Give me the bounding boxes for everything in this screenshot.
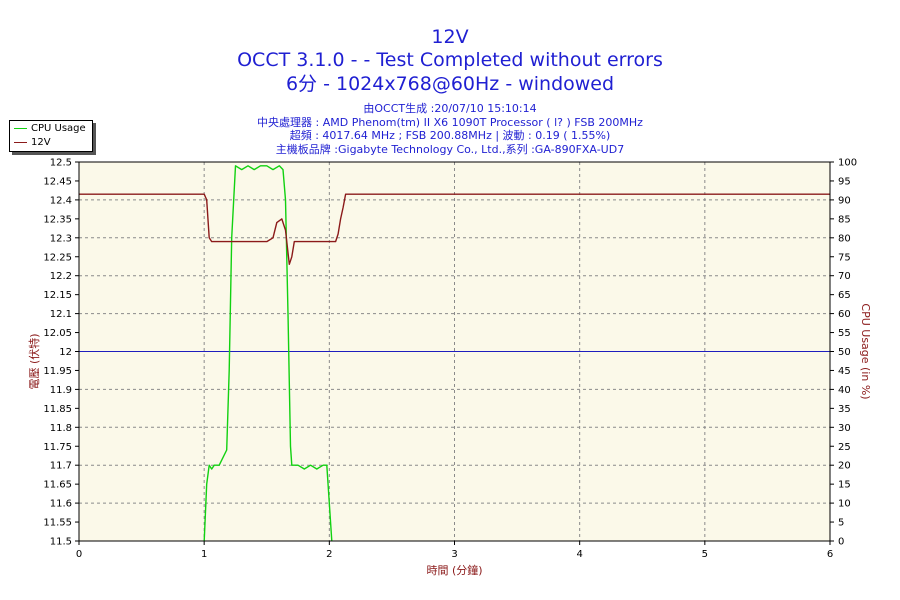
y-tick-label: 12 <box>59 347 72 358</box>
x-tick-label: 6 <box>827 549 833 560</box>
y-tick-label: 12.45 <box>43 176 72 187</box>
y-axis-label: 電壓 (伏特) <box>27 333 41 389</box>
y2-tick-label: 75 <box>838 252 851 263</box>
chart-subtitle: OCCT 3.1.0 - - Test Completed without er… <box>237 49 663 71</box>
y2-tick-label: 25 <box>838 442 851 453</box>
system-info: 由OCCT生成 :20/07/10 15:10:14 中央處理器 : AMD P… <box>0 102 900 156</box>
legend-swatch-cpu-usage <box>14 127 27 129</box>
y2-tick-label: 40 <box>838 385 851 396</box>
y-tick-label: 12.15 <box>43 290 72 301</box>
y-tick-label: 11.8 <box>50 423 72 434</box>
x-tick-label: 1 <box>201 549 207 560</box>
y-tick-label: 12.2 <box>50 271 72 282</box>
info-line-cpu: 中央處理器 : AMD Phenom(tm) II X6 1090T Proce… <box>257 115 643 129</box>
y-tick-label: 11.7 <box>50 461 72 472</box>
y2-tick-label: 35 <box>838 404 851 415</box>
y2-tick-label: 5 <box>838 518 844 529</box>
y2-tick-label: 45 <box>838 366 851 377</box>
y-tick-label: 12.1 <box>50 309 72 320</box>
y2-axis-label: CPU Usage (in %) <box>859 303 872 399</box>
info-line-generated: 由OCCT生成 :20/07/10 15:10:14 <box>363 102 537 115</box>
x-tick-label: 4 <box>576 549 582 560</box>
legend-label-12v: 12V <box>31 137 51 148</box>
x-tick-label: 3 <box>451 549 457 560</box>
y2-tick-label: 10 <box>838 499 851 510</box>
y-tick-label: 11.65 <box>43 480 72 491</box>
y2-tick-label: 70 <box>838 271 851 282</box>
y2-tick-label: 65 <box>838 290 851 301</box>
y-tick-label: 11.9 <box>50 385 72 396</box>
x-tick-label: 2 <box>326 549 332 560</box>
y2-tick-label: 0 <box>838 537 844 548</box>
y2-tick-label: 60 <box>838 309 851 320</box>
legend-swatch-12v <box>14 141 27 143</box>
y-tick-label: 12.3 <box>50 233 72 244</box>
x-axis-label: 時間 (分鐘) <box>426 563 482 577</box>
series-line-cpu-usage <box>203 165 333 542</box>
x-tick-label: 0 <box>76 549 82 560</box>
y-tick-label: 12.35 <box>43 214 72 225</box>
y-tick-label: 11.95 <box>43 366 72 377</box>
y2-tick-label: 50 <box>838 347 851 358</box>
legend: CPU Usage 12V <box>9 120 93 152</box>
y-tick-label: 12.05 <box>43 328 72 339</box>
y2-tick-label: 80 <box>838 233 851 244</box>
info-line-overclock: 超頻 : 4017.64 MHz ; FSB 200.88MHz | 波動 : … <box>289 129 611 142</box>
y2-tick-label: 100 <box>838 158 857 169</box>
y-tick-label: 11.55 <box>43 518 72 529</box>
y-tick-label: 11.85 <box>43 404 72 415</box>
legend-label-cpu-usage: CPU Usage <box>31 123 86 134</box>
y2-tick-label: 90 <box>838 195 851 206</box>
chart-title: 12V <box>431 26 469 48</box>
y-tick-label: 11.6 <box>50 499 72 510</box>
x-tick-label: 5 <box>702 549 708 560</box>
y2-tick-label: 30 <box>838 423 851 434</box>
series-line-12v <box>79 193 830 265</box>
chart-subtitle-2: 6分 - 1024x768@60Hz - windowed <box>285 73 615 95</box>
y-tick-label: 12.25 <box>43 252 72 263</box>
y2-tick-label: 20 <box>838 461 851 472</box>
info-line-motherboard: 主機板品牌 :Gigabyte Technology Co., Ltd.,系列 … <box>275 142 625 156</box>
y-tick-label: 11.5 <box>50 537 72 548</box>
y2-tick-label: 85 <box>838 214 851 225</box>
y2-tick-label: 15 <box>838 480 851 491</box>
legend-item-12v: 12V <box>14 137 51 149</box>
y2-tick-label: 55 <box>838 328 851 339</box>
y-tick-label: 11.75 <box>43 442 72 453</box>
y-tick-label: 12.5 <box>50 158 72 169</box>
y2-tick-label: 95 <box>838 176 851 187</box>
legend-item-cpu-usage: CPU Usage <box>14 123 86 135</box>
y-tick-label: 12.4 <box>50 195 72 206</box>
